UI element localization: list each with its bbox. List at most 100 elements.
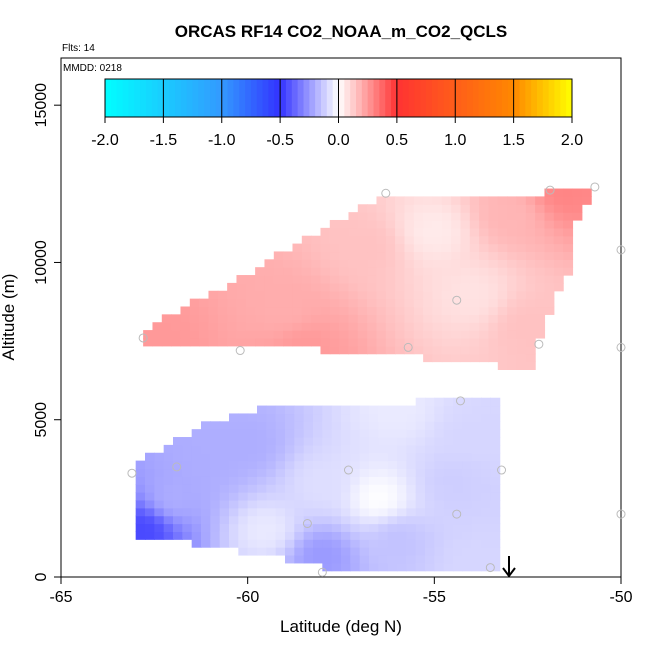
- heatmap-cell: [469, 219, 480, 229]
- colorbar-segment: [326, 79, 334, 117]
- heatmap-cell: [469, 290, 480, 300]
- heatmap-cell: [481, 405, 491, 415]
- colorbar-segment: [309, 79, 316, 117]
- heatmap-cell: [479, 282, 490, 292]
- heatmap-cell: [507, 267, 518, 276]
- heatmap-cell: [257, 405, 267, 415]
- heatmap-cell: [469, 314, 480, 323]
- heatmap-cell: [385, 235, 396, 245]
- heatmap-cell: [313, 531, 323, 540]
- heatmap-cell: [201, 468, 211, 477]
- heatmap-cell: [425, 429, 435, 438]
- colorbar-segment: [140, 79, 147, 117]
- heatmap-cell: [413, 267, 424, 276]
- heatmap-cell: [497, 353, 508, 363]
- heatmap-cell: [350, 468, 361, 477]
- heatmap-cell: [201, 523, 211, 532]
- heatmap-cell: [385, 275, 396, 284]
- heatmap-cell: [238, 492, 249, 501]
- heatmap-cell: [425, 476, 435, 485]
- heatmap-cell: [229, 499, 239, 509]
- heatmap-cell: [143, 330, 154, 339]
- heatmap-cell: [145, 452, 155, 462]
- heatmap-cell: [369, 523, 379, 532]
- heatmap-cell: [331, 476, 342, 485]
- heatmap-cell: [219, 468, 230, 477]
- colorbar-segment: [361, 79, 369, 117]
- heatmap-cell: [572, 204, 583, 213]
- heatmap-cell: [369, 492, 379, 501]
- heatmap-cell: [301, 337, 312, 347]
- heatmap-cell: [275, 421, 286, 430]
- heatmap-cell: [182, 484, 193, 493]
- heatmap-cell: [516, 330, 527, 339]
- colorbar-segment: [332, 79, 339, 117]
- heatmap-cell: [376, 204, 387, 213]
- heatmap-cell: [294, 421, 305, 430]
- heatmap-cell: [245, 337, 256, 347]
- heatmap-cell: [229, 468, 239, 477]
- heatmap-cell: [173, 492, 183, 501]
- heatmap-cell: [238, 468, 249, 477]
- heatmap-cell: [469, 337, 480, 347]
- heatmap-cell: [339, 345, 350, 355]
- heatmap-cell: [275, 468, 286, 477]
- heatmap-cell: [145, 499, 155, 509]
- heatmap-cell: [481, 452, 491, 462]
- heatmap-cell: [376, 337, 387, 347]
- sample-point: [497, 465, 507, 475]
- heatmap-cell: [329, 267, 340, 276]
- heatmap-cell: [229, 492, 239, 501]
- heatmap-cell: [275, 531, 286, 540]
- heatmap-cell: [413, 227, 424, 237]
- heatmap-cell: [535, 314, 546, 323]
- heatmap-cell: [301, 243, 312, 253]
- heatmap-cell: [387, 452, 398, 462]
- heatmap-cell: [199, 298, 210, 308]
- heatmap-cell: [516, 337, 527, 347]
- heatmap-cell: [303, 499, 314, 509]
- heatmap-cell: [490, 499, 501, 509]
- heatmap-cell: [441, 227, 452, 237]
- heatmap-cell: [525, 353, 536, 363]
- heatmap-cell: [415, 492, 426, 501]
- heatmap-cell: [283, 251, 294, 260]
- heatmap-cell: [535, 243, 546, 253]
- heatmap-cell: [329, 290, 340, 300]
- heatmap-cell: [311, 322, 322, 331]
- heatmap-cell: [238, 515, 249, 525]
- colorbar-segment: [221, 79, 229, 117]
- heatmap-cell: [135, 476, 146, 485]
- heatmap-cell: [341, 437, 351, 446]
- heatmap-cell: [525, 345, 536, 355]
- heatmap-cell: [434, 562, 445, 572]
- heatmap-cell: [397, 437, 407, 446]
- heatmap-cell: [415, 444, 426, 454]
- colorbar-segment: [490, 79, 497, 117]
- heatmap-cell: [311, 275, 322, 284]
- heatmap-cell: [453, 437, 463, 446]
- heatmap-cell: [544, 188, 555, 197]
- heatmap-cell: [266, 452, 277, 462]
- heatmap-cell: [199, 322, 210, 331]
- heatmap-cell: [369, 444, 379, 454]
- heatmap-cell: [275, 452, 286, 462]
- heatmap-cell: [535, 306, 546, 315]
- heatmap-cell: [376, 306, 387, 315]
- heatmap-cell: [376, 259, 387, 268]
- heatmap-cell: [182, 523, 193, 532]
- colorbar-segment: [344, 79, 351, 117]
- heatmap-cell: [217, 306, 228, 315]
- heatmap-cell: [432, 196, 443, 205]
- heatmap-cell: [563, 227, 574, 237]
- heatmap-cell: [369, 413, 379, 422]
- heatmap-cell: [145, 515, 155, 525]
- heatmap-cell: [376, 243, 387, 253]
- heatmap-cell: [229, 444, 239, 454]
- heatmap-cell: [227, 330, 238, 339]
- heatmap-cell: [191, 444, 202, 454]
- heatmap-cell: [357, 204, 368, 213]
- heatmap-cell: [367, 235, 378, 245]
- heatmap-cell: [341, 484, 351, 493]
- heatmap-cell: [406, 444, 417, 454]
